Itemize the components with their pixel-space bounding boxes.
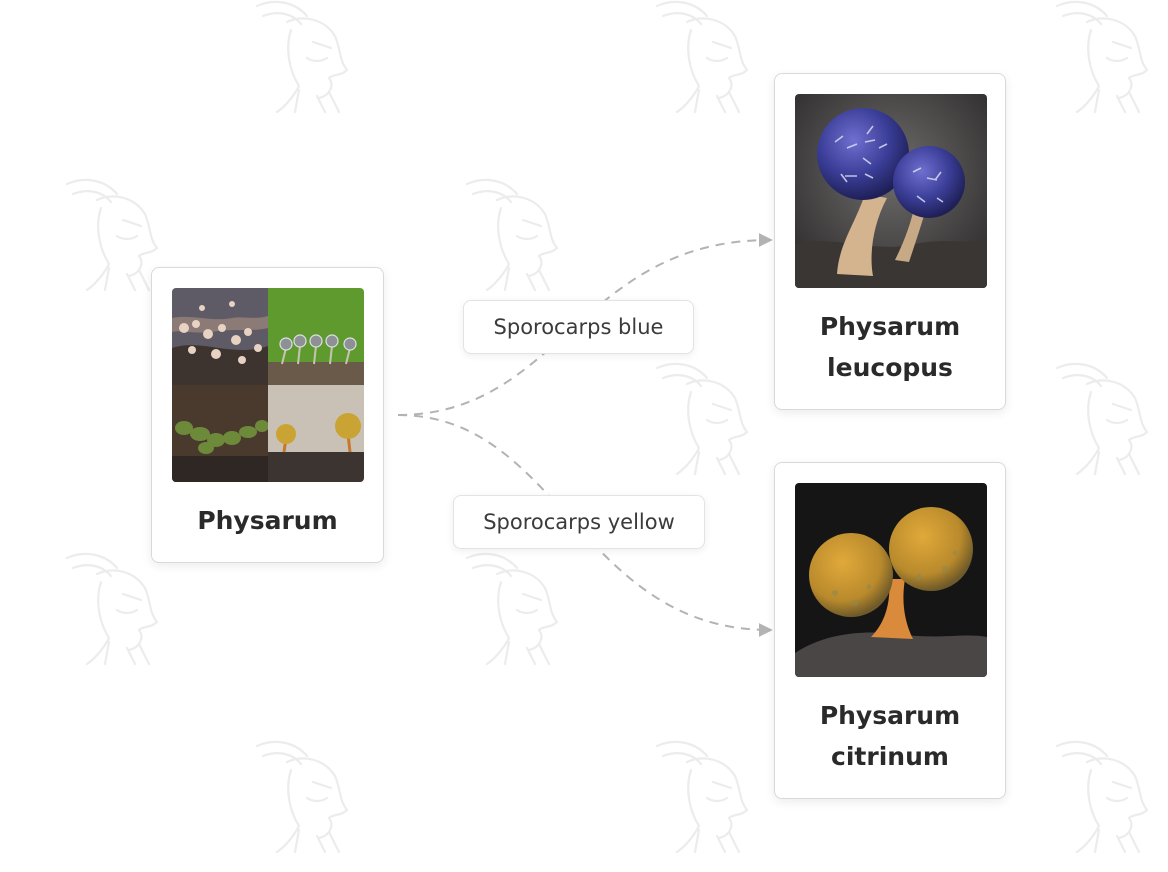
node-title-line1: Physarum xyxy=(819,312,961,341)
edge-label-sporocarps-blue[interactable]: Sporocarps blue xyxy=(463,300,694,354)
physarum-collage-image xyxy=(172,288,364,482)
node-title-line2: citrinum xyxy=(831,742,949,771)
node-title-line1: Physarum xyxy=(819,701,961,730)
physarum-leucopus-image xyxy=(795,94,987,288)
node-card-physarum-citrinum[interactable]: Physarum citrinum xyxy=(774,462,1006,799)
edge-to-leucopus[interactable] xyxy=(397,233,773,416)
physarum-citrinum-image xyxy=(795,483,987,677)
node-title: Physarum leucopus xyxy=(795,306,985,388)
node-card-physarum[interactable]: Physarum xyxy=(151,267,384,563)
node-title-line2: leucopus xyxy=(827,353,953,382)
node-card-physarum-leucopus[interactable]: Physarum leucopus xyxy=(774,73,1006,410)
node-title: Physarum xyxy=(197,506,338,535)
edge-label-sporocarps-yellow[interactable]: Sporocarps yellow xyxy=(453,495,705,549)
node-title: Physarum citrinum xyxy=(795,695,985,777)
